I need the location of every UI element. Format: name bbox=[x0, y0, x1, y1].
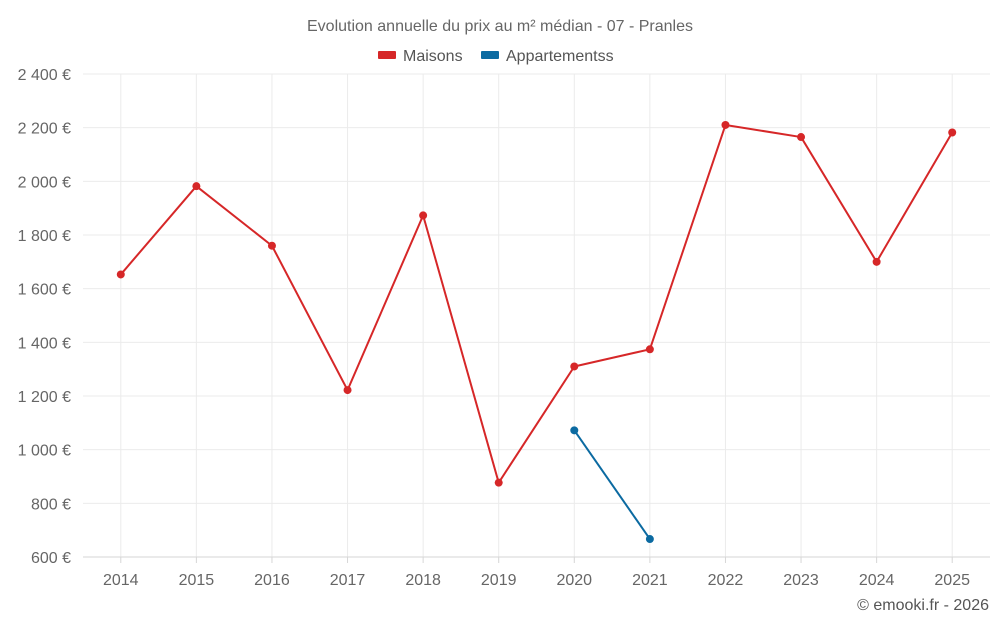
y-tick-label: 1 800 € bbox=[18, 228, 71, 245]
legend-label-appartements: Appartementss bbox=[506, 48, 614, 65]
x-tick-label: 2022 bbox=[708, 572, 744, 589]
legend-item-maisons[interactable]: Maisons bbox=[378, 48, 463, 65]
data-point-appartementss-2021[interactable] bbox=[645, 535, 654, 544]
y-tick-label: 800 € bbox=[31, 496, 71, 513]
grid bbox=[83, 73, 990, 558]
legend[interactable]: Maisons Appartementss bbox=[378, 48, 614, 65]
data-point-maisons-2016[interactable] bbox=[267, 241, 276, 250]
axes: 600 € 800 € 1 000 € 1 200 € 1 400 € 1 600 € 1 … bbox=[18, 67, 990, 589]
y-tick-label: 1 400 € bbox=[18, 335, 71, 352]
data-point-maisons-2017[interactable] bbox=[343, 386, 352, 395]
data-point-maisons-2022[interactable] bbox=[721, 120, 730, 129]
y-tick-label: 1 000 € bbox=[18, 443, 71, 460]
legend-label-maisons: Maisons bbox=[403, 48, 463, 65]
legend-item-appartements[interactable]: Appartementss bbox=[481, 48, 614, 65]
x-tick-label: 2019 bbox=[481, 572, 517, 589]
series-line-appartementss bbox=[573, 429, 651, 540]
y-tick-label: 2 400 € bbox=[18, 67, 71, 84]
data-point-appartementss-2020[interactable] bbox=[570, 426, 579, 435]
x-tick-label: 2015 bbox=[179, 572, 215, 589]
y-tick-label: 600 € bbox=[31, 550, 71, 567]
x-tick-label: 2020 bbox=[556, 572, 592, 589]
y-tick-label: 1 600 € bbox=[18, 282, 71, 299]
series-area bbox=[116, 120, 957, 544]
x-tick-label: 2014 bbox=[103, 572, 139, 589]
x-tick-label: 2016 bbox=[254, 572, 290, 589]
y-tick-label: 2 000 € bbox=[18, 174, 71, 191]
data-point-maisons-2018[interactable] bbox=[419, 211, 428, 220]
y-tick-label: 1 200 € bbox=[18, 389, 71, 406]
series-line-maisons bbox=[120, 123, 954, 484]
data-point-maisons-2021[interactable] bbox=[645, 345, 654, 354]
x-tick-label: 2023 bbox=[783, 572, 819, 589]
series-appartementss bbox=[570, 426, 654, 544]
data-point-maisons-2023[interactable] bbox=[797, 133, 806, 142]
data-point-maisons-2015[interactable] bbox=[192, 182, 201, 191]
x-tick-label: 2024 bbox=[859, 572, 895, 589]
x-tick-label: 2017 bbox=[330, 572, 366, 589]
x-tick-label: 2025 bbox=[934, 572, 970, 589]
chart-title: Evolution annuelle du prix au m² médian … bbox=[307, 18, 693, 35]
x-tick-label: 2018 bbox=[405, 572, 441, 589]
data-point-maisons-2020[interactable] bbox=[570, 362, 579, 371]
legend-swatch-appartements bbox=[481, 51, 499, 59]
legend-swatch-maisons bbox=[378, 51, 396, 59]
series-maisons bbox=[116, 120, 957, 487]
data-point-maisons-2024[interactable] bbox=[872, 257, 881, 266]
data-point-maisons-2014[interactable] bbox=[116, 270, 125, 279]
data-point-maisons-2019[interactable] bbox=[494, 478, 503, 487]
y-tick-label: 2 200 € bbox=[18, 121, 71, 138]
x-tick-label: 2021 bbox=[632, 572, 668, 589]
credit-text: © emooki.fr - 2026 bbox=[857, 597, 989, 614]
data-point-maisons-2025[interactable] bbox=[948, 128, 957, 137]
